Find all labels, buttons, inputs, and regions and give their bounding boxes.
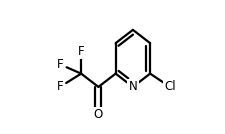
Text: O: O: [93, 108, 103, 121]
Text: F: F: [56, 80, 63, 93]
Text: Cl: Cl: [164, 80, 175, 93]
Text: N: N: [128, 80, 137, 93]
Text: F: F: [56, 58, 63, 71]
Text: F: F: [78, 45, 84, 58]
